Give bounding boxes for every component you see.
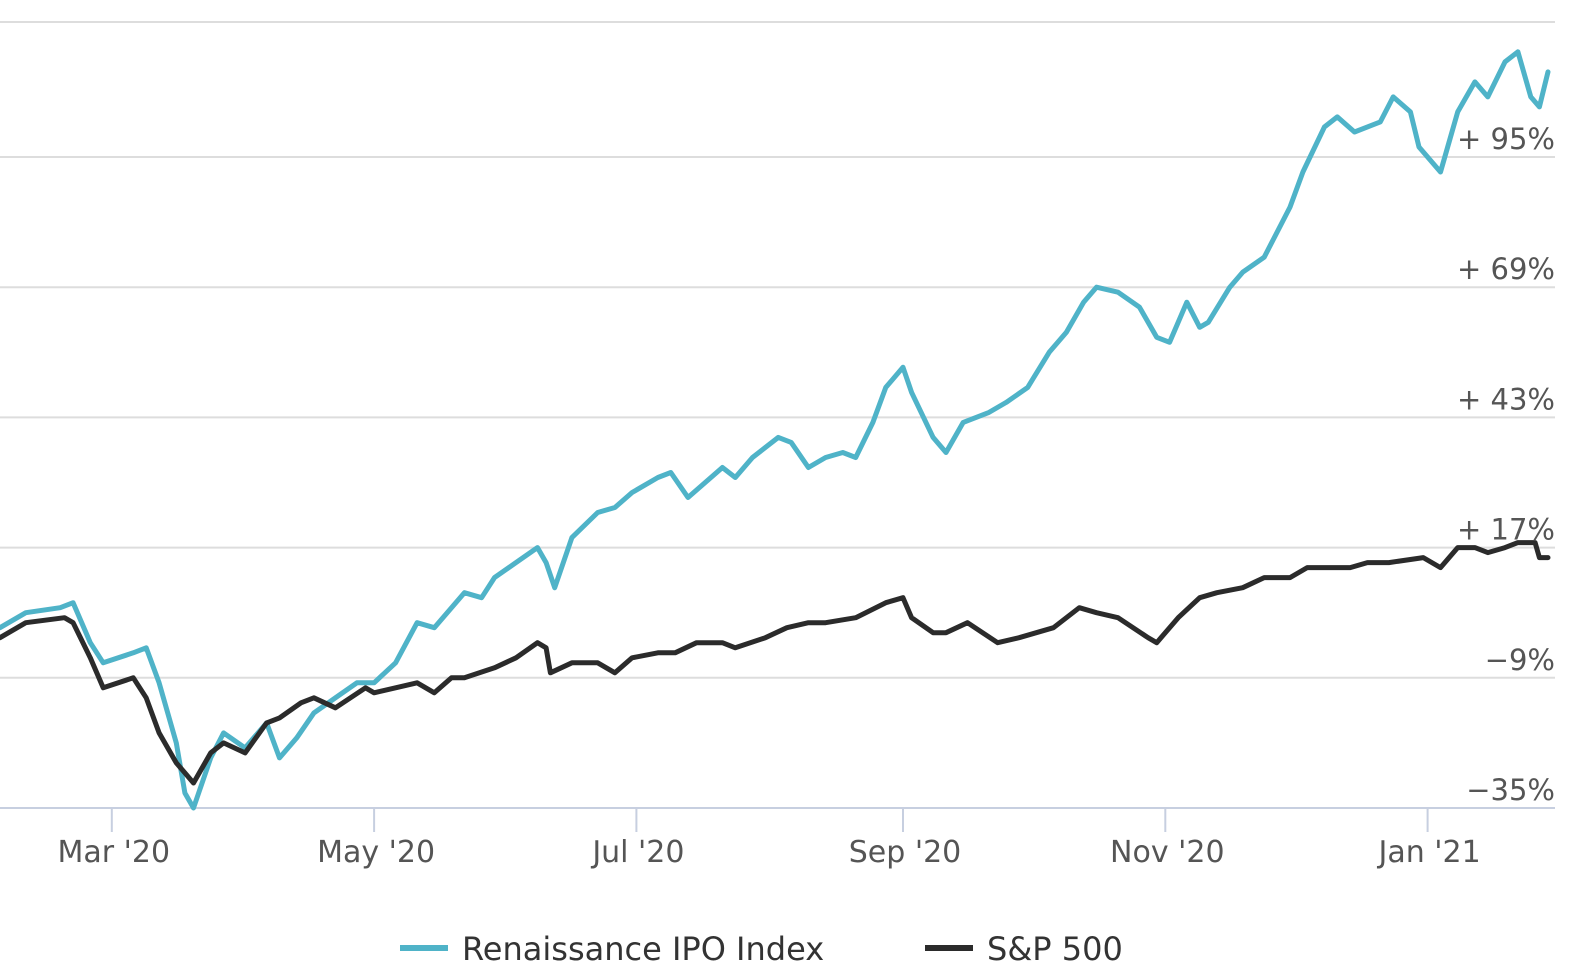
y-tick-label: + 17% (1457, 513, 1555, 547)
grid-lines (0, 21, 1555, 679)
x-tick-label: May '20 (317, 835, 435, 870)
x-tick-label: Sep '20 (849, 835, 962, 870)
legend-label-renaissance: Renaissance IPO Index (462, 930, 824, 968)
legend-item-sp500[interactable]: S&P 500 (925, 930, 1123, 968)
x-tick-label: Mar '20 (58, 835, 171, 870)
legend: Renaissance IPO Index S&P 500 (400, 930, 1123, 968)
x-tick-label: Jan '21 (1376, 835, 1480, 870)
y-tick-label: −9% (1485, 643, 1555, 677)
series-line-renaissance (0, 49, 1551, 811)
legend-label-sp500: S&P 500 (987, 930, 1123, 968)
x-tick-label: Jul '20 (590, 835, 684, 870)
y-tick-label: + 95% (1457, 122, 1555, 156)
y-tick-label: + 69% (1457, 252, 1555, 286)
series-lines (0, 49, 1551, 811)
y-tick-label: + 43% (1457, 382, 1555, 416)
y-tick-labels: + 95% + 69% + 43% + 17% −9% −35% (1457, 122, 1555, 807)
x-ticks: Mar '20 May '20 Jul '20 Sep '20 Nov '20 Jan '… (58, 808, 1481, 870)
series-line-sp500 (0, 540, 1551, 786)
y-tick-label: −35% (1466, 773, 1555, 807)
x-tick-label: Nov '20 (1110, 835, 1225, 870)
legend-item-renaissance[interactable]: Renaissance IPO Index (400, 930, 824, 968)
